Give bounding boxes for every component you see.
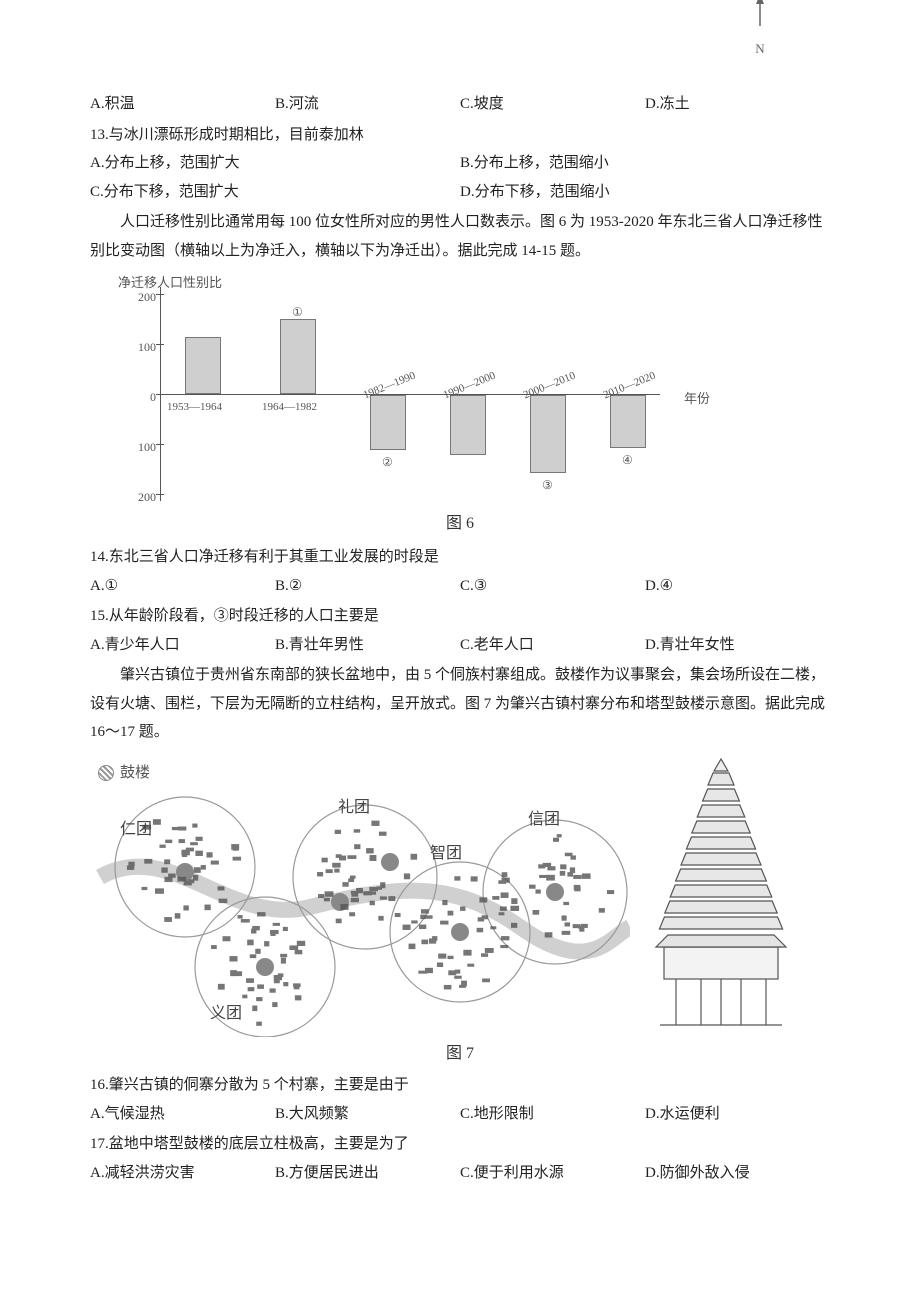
q16-opt-a: A.气候湿热 bbox=[90, 1100, 275, 1129]
q12-opt-b: B.河流 bbox=[275, 90, 460, 119]
q13-opt-b: B.分布上移，范围缩小 bbox=[460, 149, 830, 178]
q13-options-row1: A.分布上移，范围扩大 B.分布上移，范围缩小 bbox=[90, 149, 830, 178]
q16-stem: 16.肇兴古镇的侗寨分散为 5 个村寨，主要是由于 bbox=[90, 1071, 830, 1100]
q15-opt-c: C.老年人口 bbox=[460, 631, 645, 660]
compass: N bbox=[750, 0, 770, 61]
q17-opt-a: A.减轻洪涝灾害 bbox=[90, 1159, 275, 1188]
figure-7-map: 鼓楼 仁团 礼团 智团 信团 义团 bbox=[90, 757, 630, 1037]
passage-1: 人口迁移性别比通常用每 100 位女性所对应的男性人口数表示。图 6 为 195… bbox=[90, 208, 830, 265]
q17-options: A.减轻洪涝灾害 B.方便居民进出 C.便于利用水源 D.防御外敌入侵 bbox=[90, 1159, 830, 1188]
q17-stem: 17.盆地中塔型鼓楼的底层立柱极高，主要是为了 bbox=[90, 1130, 830, 1159]
q15-opt-a: A.青少年人口 bbox=[90, 631, 275, 660]
q14-opt-c: C.③ bbox=[460, 572, 645, 601]
fig6-caption: 图 6 bbox=[90, 509, 830, 539]
q15-stem: 15.从年龄阶段看，③时段迁移的人口主要是 bbox=[90, 602, 830, 631]
q13-opt-a: A.分布上移，范围扩大 bbox=[90, 149, 460, 178]
tower-svg bbox=[646, 757, 796, 1037]
figure-7-tower bbox=[646, 757, 796, 1037]
village-ren: 仁团 bbox=[120, 815, 152, 845]
q16-opt-c: C.地形限制 bbox=[460, 1100, 645, 1129]
passage-2: 肇兴古镇位于贵州省东南部的狭长盆地中，由 5 个侗族村寨组成。鼓楼作为议事聚会，… bbox=[90, 661, 830, 747]
q13-options-row2: C.分布下移，范围扩大 D.分布下移，范围缩小 bbox=[90, 178, 830, 207]
q16-opt-b: B.大风频繁 bbox=[275, 1100, 460, 1129]
fig6-x-title: 年份 bbox=[684, 387, 710, 412]
q12-opt-a: A.积温 bbox=[90, 90, 275, 119]
q15-opt-b: B.青壮年男性 bbox=[275, 631, 460, 660]
q13-stem: 13.与冰川漂砾形成时期相比，目前泰加林 bbox=[90, 121, 830, 150]
village-yi: 义团 bbox=[210, 999, 242, 1029]
q15-options: A.青少年人口 B.青壮年男性 C.老年人口 D.青壮年女性 bbox=[90, 631, 830, 660]
q17-opt-c: C.便于利用水源 bbox=[460, 1159, 645, 1188]
village-zhi: 智团 bbox=[430, 839, 462, 869]
q15-opt-d: D.青壮年女性 bbox=[645, 631, 830, 660]
compass-label: N bbox=[750, 37, 770, 62]
q14-opt-d: D.④ bbox=[645, 572, 830, 601]
q14-opt-a: A.① bbox=[90, 572, 275, 601]
q17-opt-b: B.方便居民进出 bbox=[275, 1159, 460, 1188]
q16-options: A.气候湿热 B.大风频繁 C.地形限制 D.水运便利 bbox=[90, 1100, 830, 1129]
fig7-caption: 图 7 bbox=[90, 1039, 830, 1069]
figure-6: 净迁移人口性别比 年份 20010001002001953—19641964—1… bbox=[90, 277, 830, 539]
q12-opt-d: D.冻土 bbox=[645, 90, 830, 119]
figure-6-chart: 净迁移人口性别比 年份 20010001002001953—19641964—1… bbox=[110, 277, 670, 507]
fig6-x-axis bbox=[160, 394, 660, 395]
village-xin: 信团 bbox=[528, 805, 560, 835]
figure-7: 鼓楼 仁团 礼团 智团 信团 义团 bbox=[90, 757, 830, 1037]
q14-stem: 14.东北三省人口净迁移有利于其重工业发展的时段是 bbox=[90, 543, 830, 572]
q14-options: A.① B.② C.③ D.④ bbox=[90, 572, 830, 601]
q12-options: A.积温 B.河流 C.坡度 D.冻土 bbox=[90, 90, 830, 119]
q12-opt-c: C.坡度 bbox=[460, 90, 645, 119]
q17-opt-d: D.防御外敌入侵 bbox=[645, 1159, 830, 1188]
village-li: 礼团 bbox=[338, 793, 370, 823]
compass-icon bbox=[750, 0, 770, 28]
q16-opt-d: D.水运便利 bbox=[645, 1100, 830, 1129]
q13-opt-d: D.分布下移，范围缩小 bbox=[460, 178, 830, 207]
q14-opt-b: B.② bbox=[275, 572, 460, 601]
q13-opt-c: C.分布下移，范围扩大 bbox=[90, 178, 460, 207]
